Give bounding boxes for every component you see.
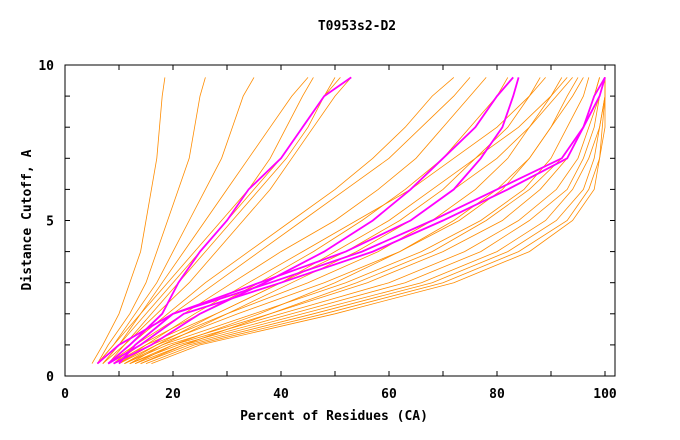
model-line-25	[124, 77, 568, 364]
x-tick-label: 80	[489, 387, 505, 402]
model-line-7	[113, 77, 509, 364]
chart-title: T0953s2-D2	[318, 19, 396, 34]
x-tick-label: 60	[381, 387, 397, 402]
highlighted-model-line-3	[113, 76, 514, 365]
model-line-24	[102, 77, 309, 364]
series-lines	[91, 76, 606, 365]
model-line-20	[107, 77, 341, 364]
highlighted-model-line-2	[107, 76, 606, 365]
x-tick-label: 100	[593, 387, 617, 402]
y-axis-label: Distance Cutoff, A	[20, 149, 35, 290]
y-tick-label: 0	[46, 370, 54, 385]
model-line-4	[102, 77, 352, 364]
highlighted-model-line-0	[107, 76, 352, 365]
model-line-0	[91, 77, 166, 364]
model-line-6	[107, 77, 487, 364]
axis-ticks: 0 20 40 60 80 100 0 5 10	[38, 59, 617, 402]
x-axis-label: Percent of Residues (CA)	[240, 409, 428, 424]
model-line-9	[118, 77, 563, 364]
highlighted-model-line-4	[96, 77, 606, 365]
model-line-23	[135, 77, 584, 364]
x-tick-label: 0	[61, 387, 69, 402]
model-line-21	[118, 77, 546, 364]
model-line-18	[151, 77, 606, 364]
model-line-1	[97, 77, 206, 364]
highlighted-model-line-1	[118, 77, 520, 365]
model-line-11	[124, 77, 590, 364]
model-line-2	[97, 77, 255, 364]
model-line-13	[129, 77, 606, 364]
model-line-16	[140, 77, 606, 364]
model-line-22	[129, 77, 573, 364]
y-tick-label: 5	[46, 215, 54, 230]
model-line-14	[129, 77, 606, 364]
x-tick-label: 20	[165, 387, 181, 402]
y-tick-label: 10	[38, 59, 54, 74]
x-tick-label: 40	[273, 387, 289, 402]
model-line-10	[118, 77, 579, 364]
model-line-17	[145, 77, 606, 364]
model-line-27	[97, 77, 314, 364]
model-line-8	[113, 77, 541, 364]
